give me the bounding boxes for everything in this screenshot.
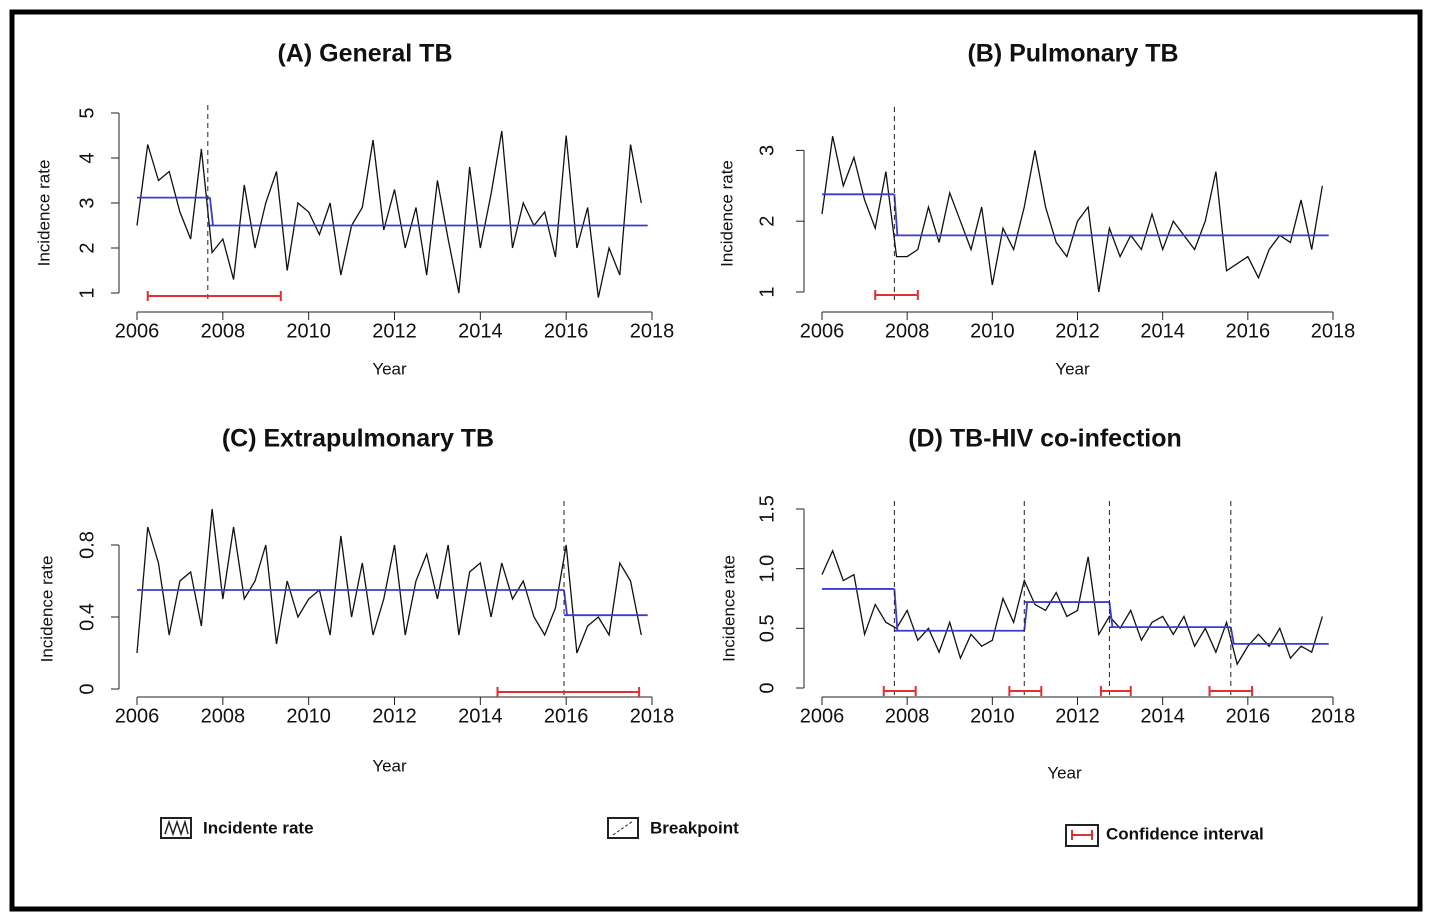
x-tick-label: 2008 <box>885 320 930 342</box>
chart-title: (C) Extrapulmonary TB <box>222 425 494 453</box>
y-tick-label: 1.5 <box>756 495 778 523</box>
y-axis-label: Incidence rate <box>37 556 56 663</box>
x-tick-label: 2018 <box>1311 320 1356 342</box>
legend-icon <box>1071 830 1093 840</box>
x-tick-label: 2014 <box>1140 320 1185 342</box>
x-tick-label: 2014 <box>1140 705 1185 727</box>
x-tick-label: 2018 <box>630 320 675 342</box>
confidence-interval <box>1099 686 1132 696</box>
chart-title: (D) TB-HIV co-infection <box>908 425 1182 453</box>
y-tick-label: 2 <box>76 242 98 253</box>
y-tick-label: 2 <box>756 216 778 227</box>
data-line <box>136 508 642 654</box>
x-tick-label: 2018 <box>1311 705 1356 727</box>
data-line <box>821 136 1323 293</box>
x-tick-label: 2010 <box>970 320 1015 342</box>
x-tick-label: 2006 <box>800 705 845 727</box>
x-tick-label: 2016 <box>1226 705 1271 727</box>
x-tick-label: 2012 <box>1055 705 1100 727</box>
y-tick-label: 5 <box>76 107 98 118</box>
x-axis-label: Year <box>372 359 407 378</box>
y-axis-label: Incidence rate <box>719 555 738 662</box>
panel: (A) General TB Year Incidence rate 2006 2008… <box>34 40 674 379</box>
legend-label: Incidente rate <box>203 818 314 837</box>
legend-label: Confidence interval <box>1106 824 1264 843</box>
y-tick-label: 0.4 <box>76 603 98 631</box>
fitted-step <box>209 197 214 226</box>
x-tick-label: 2006 <box>115 705 160 727</box>
confidence-interval <box>146 291 282 301</box>
x-axis-label: Year <box>372 756 407 775</box>
y-tick-label: 0 <box>756 682 778 693</box>
y-tick-label: 1 <box>756 286 778 297</box>
x-axis-label: Year <box>1047 763 1082 782</box>
panel: (D) TB-HIV co-infection Year Incidence rat… <box>719 425 1355 783</box>
x-tick-label: 2014 <box>458 320 503 342</box>
fitted-step <box>1023 601 1029 631</box>
data-line <box>821 549 1323 666</box>
x-tick-label: 2010 <box>286 320 331 342</box>
legend-icon <box>164 819 189 837</box>
y-tick-label: 1 <box>76 287 98 298</box>
y-tick-label: 3 <box>756 145 778 156</box>
x-tick-label: 2012 <box>1055 320 1100 342</box>
x-tick-label: 2008 <box>201 320 246 342</box>
x-tick-label: 2006 <box>115 320 160 342</box>
x-tick-label: 2016 <box>544 705 589 727</box>
x-tick-label: 2018 <box>630 705 675 727</box>
confidence-interval <box>496 687 641 697</box>
frame <box>9 9 1423 912</box>
x-tick-label: 2012 <box>372 705 417 727</box>
data-line <box>136 130 642 298</box>
confidence-interval <box>874 290 919 300</box>
legend-label: Breakpoint <box>650 818 739 837</box>
x-tick-label: 2012 <box>372 320 417 342</box>
y-tick-label: 3 <box>76 197 98 208</box>
confidence-interval <box>1208 686 1254 696</box>
x-tick-label: 2016 <box>544 320 589 342</box>
x-tick-label: 2014 <box>458 705 503 727</box>
x-tick-label: 2006 <box>800 320 845 342</box>
panel: (C) Extrapulmonary TB Year Incidence rate 2… <box>37 425 674 776</box>
fitted-step <box>1108 601 1114 628</box>
y-axis-label: Incidence rate <box>717 160 736 267</box>
chart-title: (A) General TB <box>277 40 452 68</box>
x-tick-label: 2010 <box>970 705 1015 727</box>
y-axis-label: Incidence rate <box>34 160 53 267</box>
y-tick-label: 0 <box>76 683 98 694</box>
x-tick-label: 2016 <box>1226 320 1271 342</box>
y-tick-label: 4 <box>76 152 98 163</box>
panel: (B) Pulmonary TB Year Incidence rate 2006 20… <box>717 40 1355 379</box>
legend-icon <box>612 820 634 836</box>
x-tick-label: 2008 <box>885 705 930 727</box>
y-tick-label: 1.0 <box>756 555 778 583</box>
legend: Incidente rate Breakpoint Confidence int… <box>160 817 1264 847</box>
y-tick-label: 0.5 <box>756 614 778 642</box>
x-axis-label: Year <box>1055 359 1090 378</box>
chart-title: (B) Pulmonary TB <box>967 40 1178 68</box>
confidence-interval <box>882 686 917 696</box>
x-tick-label: 2010 <box>286 705 331 727</box>
confidence-interval <box>1008 686 1043 696</box>
x-tick-label: 2008 <box>201 705 246 727</box>
y-tick-label: 0.8 <box>76 531 98 559</box>
